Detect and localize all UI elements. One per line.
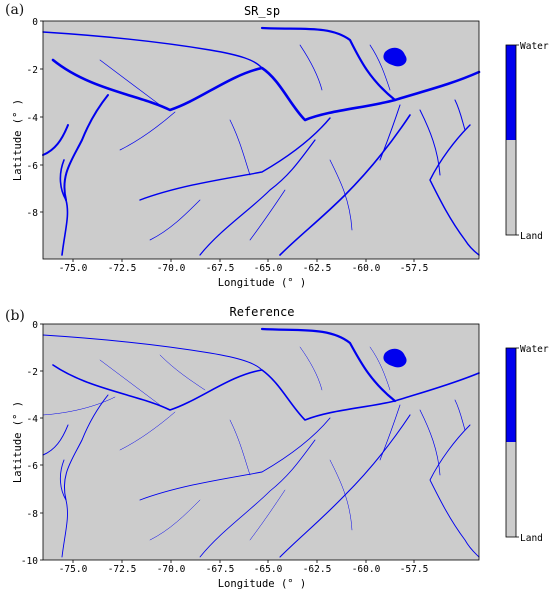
panel-a-north-river — [260, 26, 397, 102]
panel-b-ytick: -6 — [27, 461, 39, 472]
panel-b-label: (b) — [5, 308, 25, 324]
panel-a-upper-branch — [42, 31, 263, 69]
panel-a-label: (a) — [5, 2, 25, 18]
panel-a-xtick: -65.0 — [254, 263, 283, 274]
panel-b: Reference -75.0 -72.5 -70.0 -67. — [12, 305, 549, 590]
panel-a-ylabel: Latitude (° ) — [12, 99, 24, 181]
panel-a-east-tributaries — [379, 99, 466, 176]
panel-b-north-river — [260, 327, 397, 403]
panel-a-xtick: -75.0 — [59, 263, 88, 274]
panel-b-ytick: -2 — [27, 367, 38, 378]
panel-a-xtick: -67.5 — [206, 263, 235, 274]
panel-b-legend: Water Land — [505, 344, 549, 544]
panel-a-xtick: -57.5 — [400, 263, 429, 274]
panel-a-title: SR_sp — [244, 4, 280, 18]
panel-b-xtick: -57.5 — [400, 564, 429, 575]
panel-b-map — [42, 323, 480, 561]
panel-a-left-branch — [42, 94, 109, 201]
panel-a-legend-top: Water — [520, 41, 549, 52]
panel-b-xtick: -67.5 — [206, 564, 235, 575]
panel-a-xtick: -62.5 — [303, 263, 332, 274]
panel-a-xtick: -70.0 — [157, 263, 186, 274]
panel-a-south-river-1 — [139, 117, 331, 201]
panel-a-frame — [42, 20, 480, 260]
panel-b-ytick: -4 — [27, 414, 39, 425]
panel-b-xlabel: Longitude (° ) — [218, 578, 307, 590]
panel-b-ytick: 0 — [32, 320, 38, 331]
panel-a-map — [42, 20, 481, 260]
panel-a-xtick: -60.0 — [352, 263, 381, 274]
panel-b-east-river — [429, 424, 480, 558]
panel-b-xtick: -62.5 — [303, 564, 332, 575]
panel-b-legend-land — [506, 442, 516, 537]
panel-a-lake — [383, 47, 407, 67]
panel-b-lake — [383, 348, 407, 368]
panel-b-minor-tributaries — [42, 346, 391, 541]
panel-a-land — [43, 21, 479, 259]
panel-b-south-river-1 — [139, 417, 331, 501]
panel-b-main-river — [52, 364, 480, 421]
panel-b-west-river — [59, 459, 68, 558]
panel-a-legend-land — [506, 140, 516, 235]
panel-a-ytick: -2 — [27, 65, 38, 76]
panel-b-xticks: -75.0 -72.5 -70.0 -67.5 -65.0 -62.5 -60.… — [59, 564, 429, 575]
panel-a-ytick: 0 — [32, 17, 38, 28]
panel-a-south-river-3 — [199, 139, 316, 256]
panel-b-xtick: -70.0 — [157, 564, 186, 575]
panel-b-left-branch — [42, 394, 109, 501]
panel-b-frame — [42, 323, 480, 561]
panel-b-upper-branch — [42, 334, 263, 371]
panel-a-xlabel: Longitude (° ) — [218, 277, 307, 289]
panel-b-legend-top: Water — [520, 344, 549, 355]
panel-b-east-tributaries — [379, 399, 466, 476]
panel-b-legend-water — [506, 348, 516, 442]
panel-a-west-river — [59, 159, 69, 256]
panel-b-xtick: -60.0 — [352, 564, 381, 575]
panel-a: SR_sp -75.0 -72.5 -70.0 -67.5 -65.0 -62.… — [12, 4, 549, 289]
panel-a-legend-bottom: Land — [520, 231, 543, 242]
panel-a-xtick: -72.5 — [108, 263, 137, 274]
panel-a-yticks: 0 -2 -4 -6 -8 — [27, 17, 39, 219]
panel-a-east-river — [429, 124, 480, 256]
panel-b-ytick: -10 — [21, 556, 38, 567]
panel-b-yticks: 0 -2 -4 -6 -8 -10 — [21, 320, 38, 567]
panel-a-minor-tributaries — [99, 44, 391, 241]
panel-a-xticks: -75.0 -72.5 -70.0 -67.5 -65.0 -62.5 -60.… — [59, 263, 429, 274]
panel-b-xtick: -75.0 — [59, 564, 88, 575]
panel-a-legend-water — [506, 45, 516, 140]
panel-b-title: Reference — [229, 305, 294, 319]
panel-a-ytick: -8 — [27, 208, 39, 219]
panel-a-ytick: -4 — [27, 113, 39, 124]
panel-b-ytick: -8 — [27, 509, 39, 520]
panel-b-xtick: -72.5 — [108, 564, 137, 575]
panel-b-land — [43, 324, 479, 560]
panel-a-main-river — [51, 58, 481, 122]
panel-b-xtick: -65.0 — [254, 564, 283, 575]
panel-b-legend-bottom: Land — [520, 533, 543, 544]
panel-a-ytick: -6 — [27, 161, 39, 172]
panel-b-ylabel: Latitude (° ) — [12, 401, 24, 483]
panel-b-south-river-3 — [199, 439, 316, 558]
panel-a-legend: Water Land — [505, 41, 549, 242]
